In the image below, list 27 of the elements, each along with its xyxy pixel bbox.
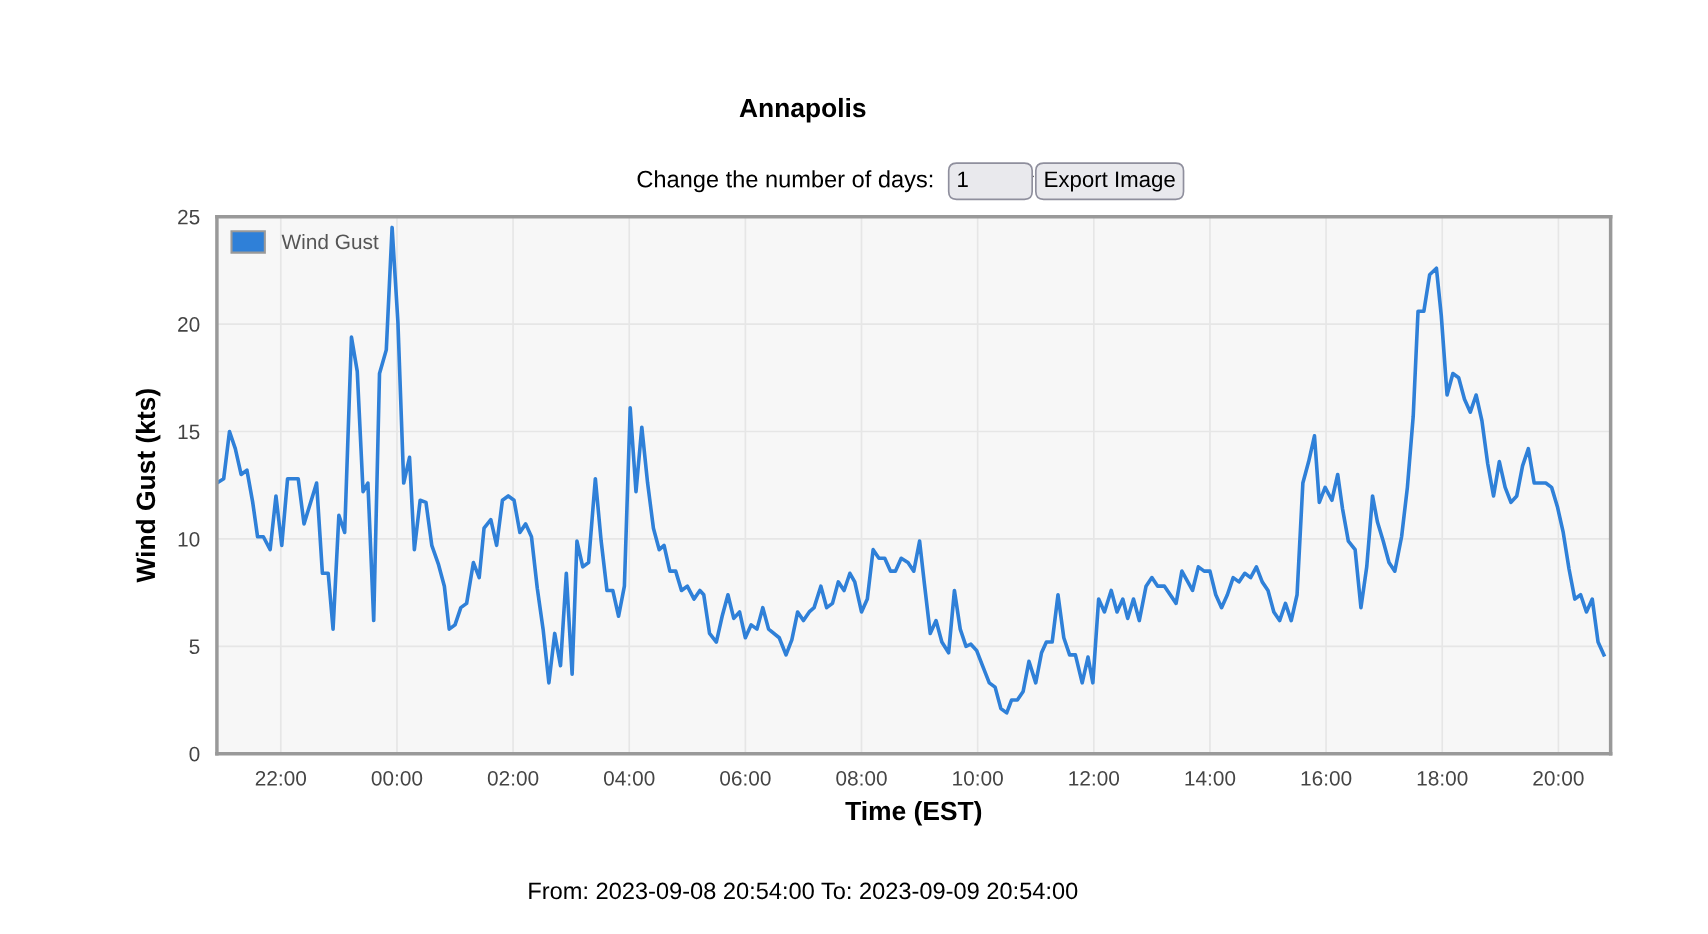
line-series bbox=[216, 225, 1606, 715]
x-tick-label: 06:00 bbox=[720, 770, 771, 786]
x-tick-label: 16:00 bbox=[1301, 770, 1352, 786]
y-tick-label: 0 bbox=[189, 746, 200, 762]
y-tick-label: 15 bbox=[178, 424, 200, 440]
y-axis-title: Wind Gust (kts) bbox=[135, 389, 161, 583]
y-tick-label: 5 bbox=[189, 639, 200, 655]
chart-title: Annapolis bbox=[739, 97, 866, 123]
x-tick-label: 18:00 bbox=[1417, 770, 1468, 786]
x-tick-label: 14:00 bbox=[1185, 770, 1236, 786]
x-tick-label: 02:00 bbox=[487, 770, 539, 786]
text: Change the number of days: bbox=[637, 170, 933, 193]
y-tick-label: 10 bbox=[178, 531, 200, 547]
x-tick-label: 00:00 bbox=[371, 770, 423, 786]
x-tick-label: 08:00 bbox=[836, 770, 887, 786]
y-tick-label: 25 bbox=[178, 209, 200, 225]
x-axis-title: Time (EST) bbox=[845, 800, 982, 826]
text: Export Image bbox=[1045, 171, 1175, 192]
text: From: 2023-09-08 20:54:00 To: 2023-09-09 20:54:00 bbox=[529, 882, 1078, 900]
x-tick-label: 20:00 bbox=[1533, 770, 1584, 786]
x-tick-label: 12:00 bbox=[1069, 770, 1120, 786]
x-tick-label: 10:00 bbox=[953, 770, 1003, 786]
x-tick-label: 22:00 bbox=[255, 770, 307, 786]
y-tick-label: 20 bbox=[178, 317, 200, 332]
x-tick-label: 04:00 bbox=[603, 770, 655, 786]
text: 1 bbox=[958, 171, 968, 187]
legend-label: Wind Gust bbox=[281, 233, 379, 250]
